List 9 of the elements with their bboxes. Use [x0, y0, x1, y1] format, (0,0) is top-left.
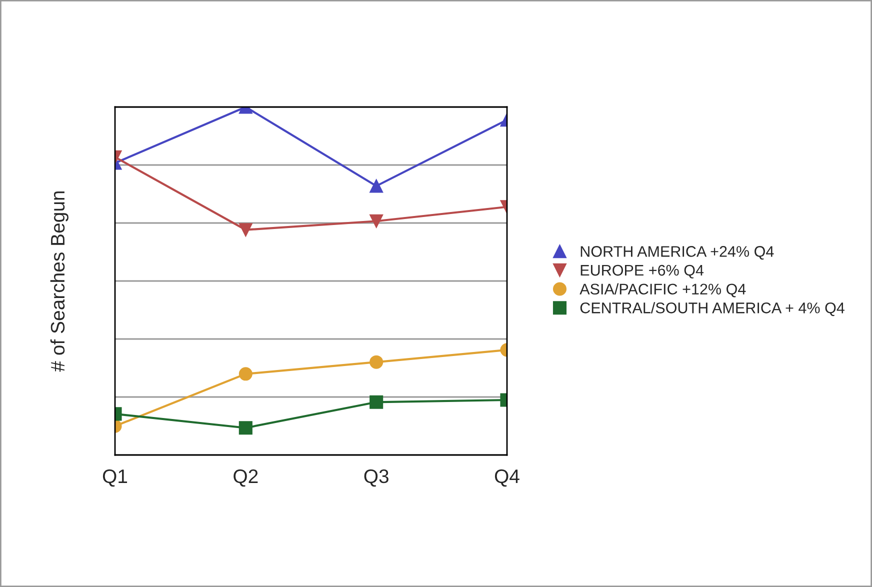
- x-tick-label: Q1: [102, 469, 128, 487]
- legend-label: EUROPE +6% Q4: [580, 264, 704, 278]
- x-tick-label: Q4: [494, 469, 520, 487]
- x-tick-label: Q3: [364, 469, 388, 487]
- legend-label: CENTRAL/SOUTH AMERICA + 4% Q4: [580, 302, 844, 316]
- x-tick-label: Q2: [234, 469, 258, 487]
- legend-label: ASIA/PACIFIC +12% Q4: [580, 283, 746, 298]
- legend-label: NORTH AMERICA +24% Q4: [580, 246, 774, 260]
- y-axis-title: # of Searches Begun: [50, 191, 68, 372]
